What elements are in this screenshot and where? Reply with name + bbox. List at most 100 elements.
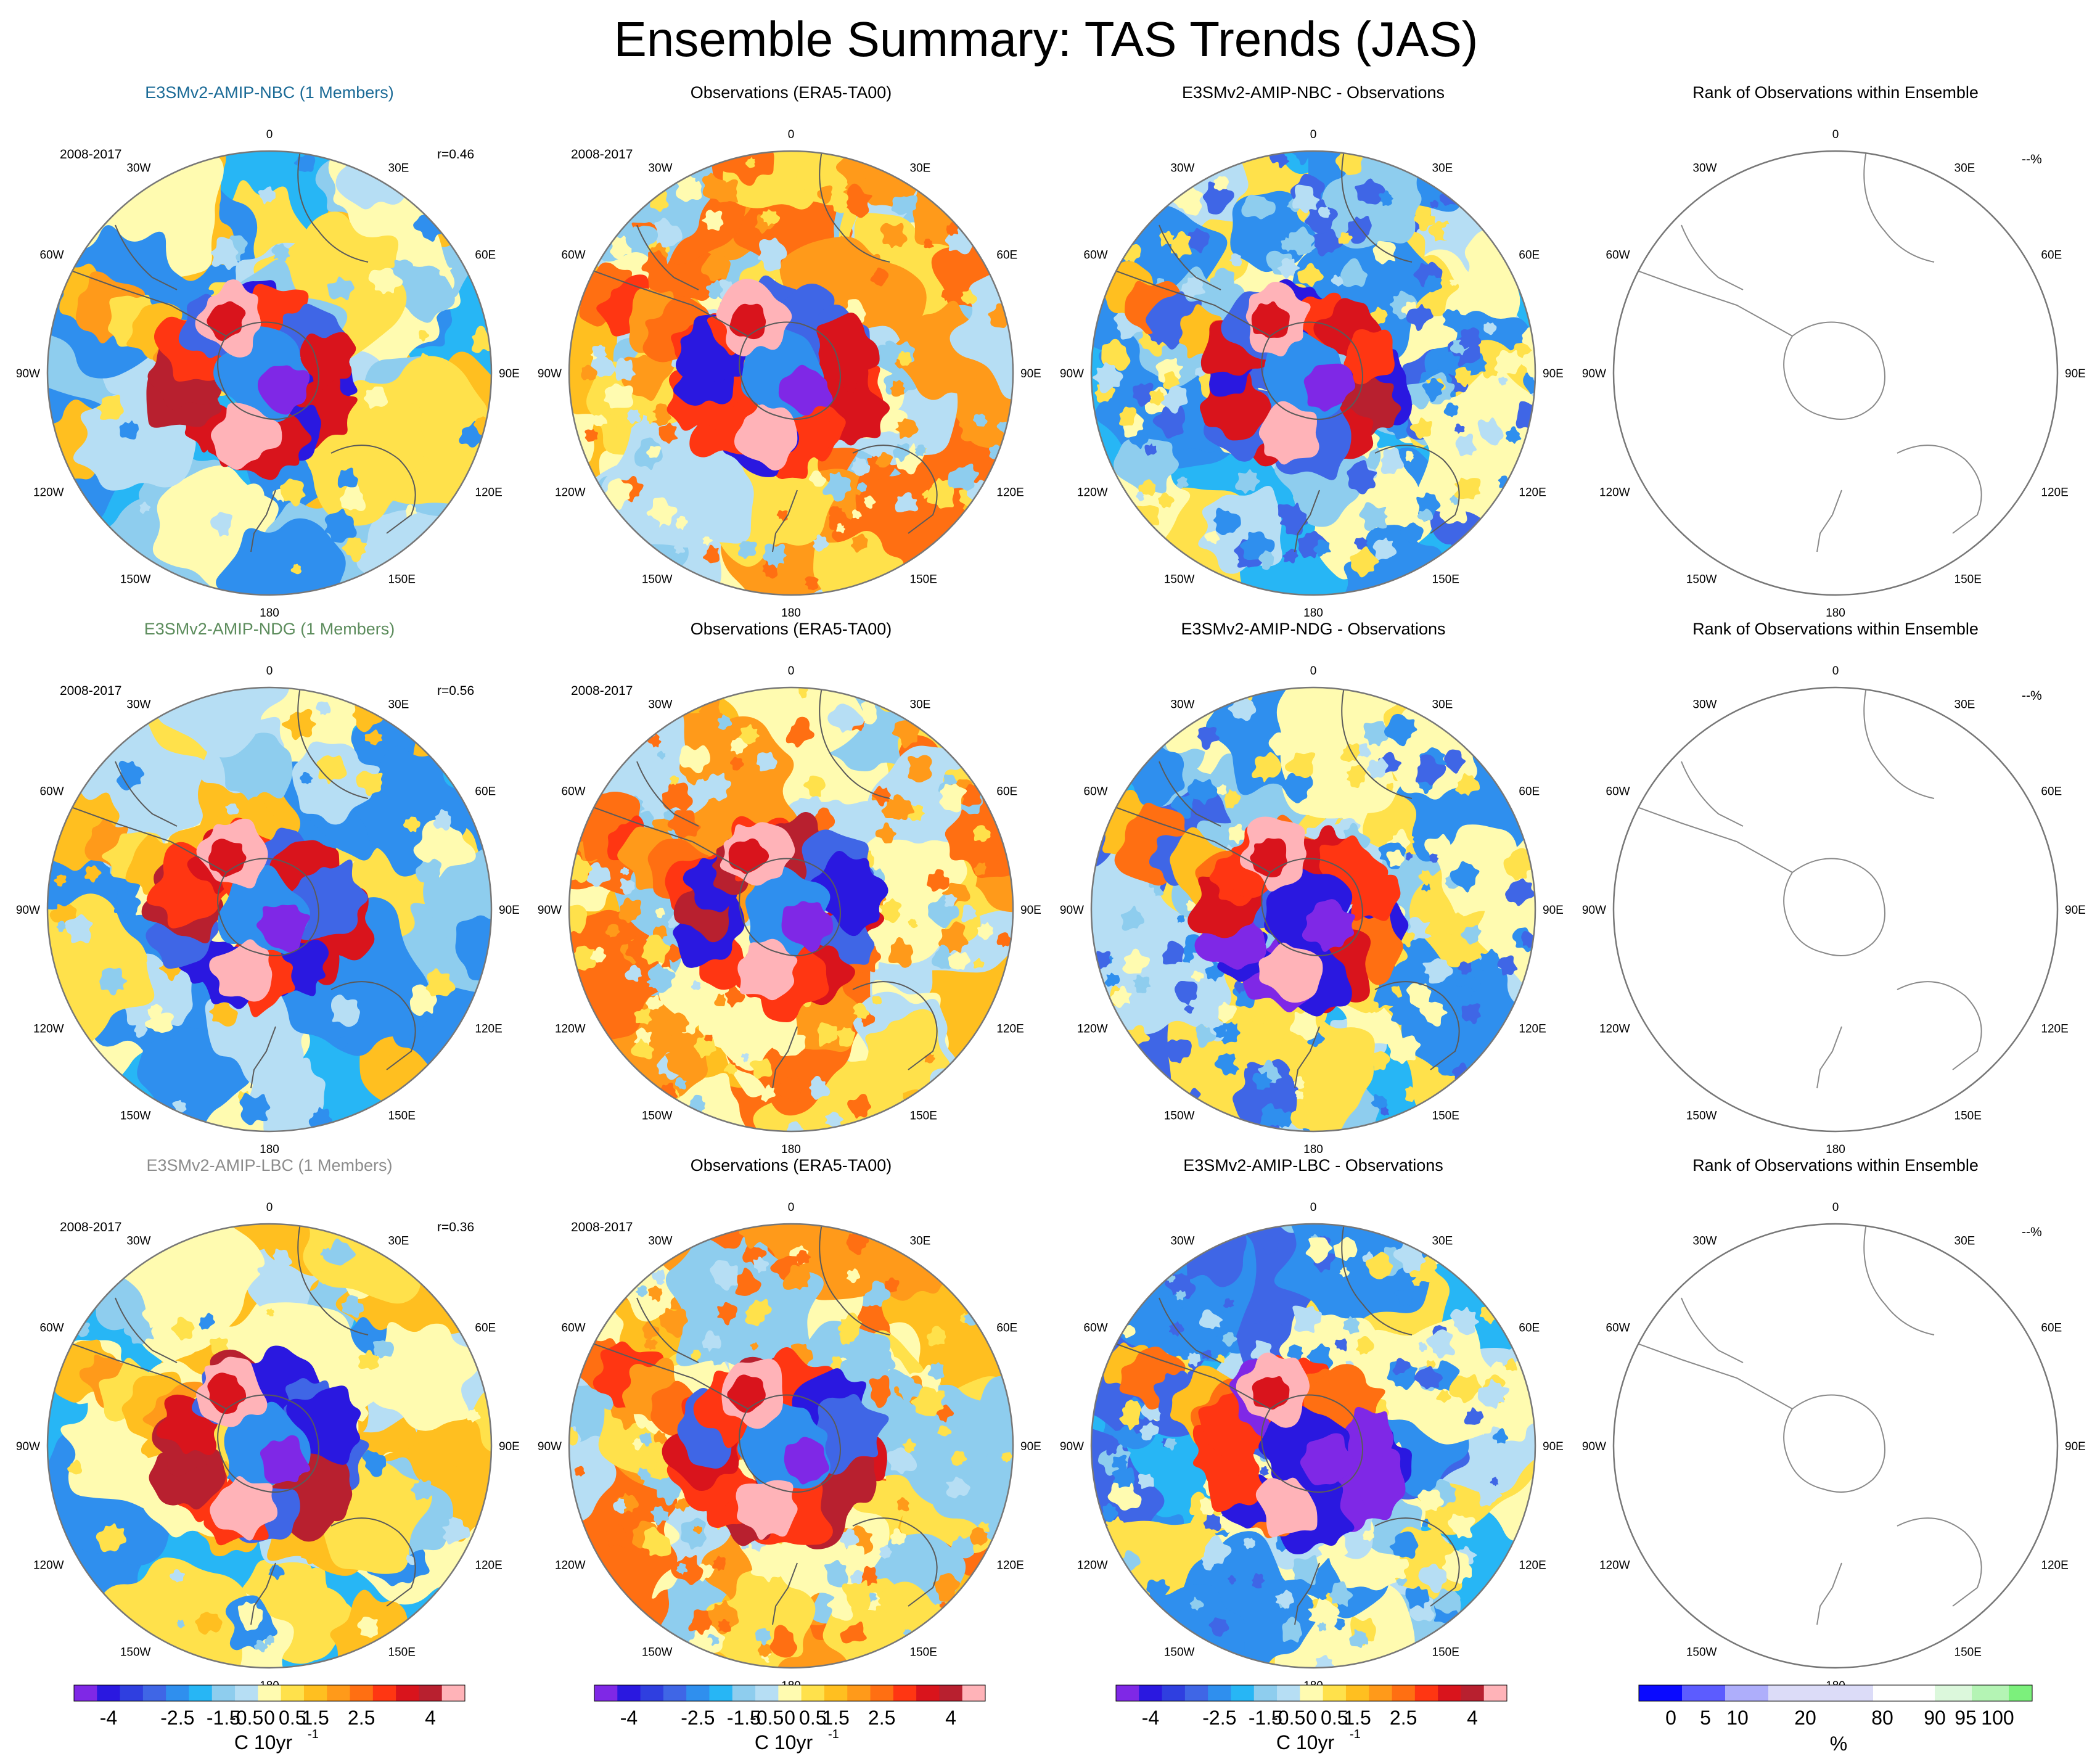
colorbar-rank: 0 5 10 20 80 90 95 100% (1638, 1684, 2033, 1755)
lon-label: 150W (120, 573, 151, 586)
lon-label: 30E (388, 162, 409, 175)
lon-label: 30E (1955, 699, 1975, 712)
lon-label: 150E (1432, 1646, 1459, 1659)
lon-label: 180 (781, 607, 801, 620)
lon-label: 0 (1832, 665, 1839, 678)
lon-label: 150E (1955, 573, 1982, 586)
lon-label: 0 (266, 128, 273, 141)
colorbar-tick-label: 2.5 (348, 1707, 375, 1729)
colorbar-swatch (1483, 1685, 1507, 1701)
colorbar-swatch (441, 1685, 466, 1701)
colorbar-swatch (824, 1685, 848, 1701)
colorbar-swatch (1438, 1685, 1461, 1701)
lon-label: 120W (1077, 1023, 1108, 1036)
lon-label: 60W (562, 786, 586, 798)
rank-unit: % (1830, 1733, 1847, 1755)
colorbar-tick-label: 1.5 (1343, 1707, 1371, 1729)
panel-title-obs: Observations (ERA5-TA00) (690, 83, 892, 102)
colorbar-swatch (939, 1685, 963, 1701)
colorbar-swatch (778, 1685, 802, 1701)
colorbar-swatch (235, 1685, 258, 1701)
lon-label: 90W (1060, 367, 1084, 380)
map-border (46, 150, 493, 596)
lon-label: 60E (996, 249, 1017, 262)
rank-tick-label: 5 (1700, 1707, 1711, 1729)
colorbar-swatch (142, 1685, 166, 1701)
rank-tick-label: 95 (1955, 1707, 1977, 1729)
lon-label: 90E (2065, 1440, 2086, 1453)
colorbar-tick-label: 0 (264, 1707, 275, 1729)
colorbar-tick-label: 4 (425, 1707, 436, 1729)
colorbar-swatch (686, 1685, 710, 1701)
colorbar-swatch (617, 1685, 641, 1701)
colorbar-swatch (1369, 1685, 1393, 1701)
lon-label: 0 (1310, 128, 1317, 141)
lon-label: 180 (260, 1143, 279, 1156)
lon-label: 30W (1170, 699, 1194, 712)
colorbar-swatch (847, 1685, 871, 1701)
lon-label: 30W (126, 699, 150, 712)
colorbar-tick-label: 4 (1467, 1707, 1478, 1729)
lon-label: 30W (126, 1235, 150, 1248)
lon-label: 150W (1164, 1109, 1195, 1122)
lon-label: 120W (1599, 1559, 1630, 1572)
lon-label: 120W (33, 1023, 64, 1036)
lon-label: 180 (781, 1143, 801, 1156)
lon-label: 60E (996, 1322, 1017, 1335)
lon-label: 0 (788, 128, 795, 141)
lon-label: 150E (910, 1646, 937, 1659)
lon-label: 150E (388, 573, 416, 586)
lon-label: 120W (33, 486, 64, 499)
lon-label: 150E (388, 1109, 416, 1122)
colorbar-unit-exponent: -1 (308, 1728, 319, 1741)
lon-label: 150W (1686, 1646, 1717, 1659)
colorbar-swatch (120, 1685, 144, 1701)
rank-tick-label: 20 (1794, 1707, 1816, 1729)
map-border (1090, 686, 1536, 1133)
lon-label: 120E (1519, 486, 1546, 499)
colorbar-tick-label: 0.5 (799, 1707, 826, 1729)
panel-title-obs: Observations (ERA5-TA00) (690, 1156, 892, 1175)
colorbar-swatch (1414, 1685, 1438, 1701)
lon-label: 90E (499, 367, 520, 380)
panel-title-model: E3SMv2-AMIP-NDG (1 Members) (144, 620, 395, 638)
period-label: 2008-2017 (60, 1220, 121, 1234)
lon-label: 90W (16, 1440, 40, 1453)
colorbar-unit-exponent: -1 (828, 1728, 839, 1741)
panel-title-model: E3SMv2-AMIP-NBC (1 Members) (145, 83, 394, 102)
colorbar-model: -4 -2.5 -1.5-0.5 0 0.51.5 2.5 4 C 10yr -1 (73, 1684, 466, 1754)
lon-label: 90W (1060, 904, 1084, 917)
period-label: 2008-2017 (571, 684, 633, 698)
lon-label: 90W (538, 904, 562, 917)
colorbar-swatch (1323, 1685, 1347, 1701)
lon-label: 120E (2041, 1023, 2068, 1036)
coastline (1614, 687, 1982, 1089)
lon-label: 150W (642, 1646, 673, 1659)
correlation-label: r=0.56 (437, 684, 474, 698)
coastline (569, 687, 938, 1089)
lon-label: 60E (2041, 1322, 2062, 1335)
polar-map-r1c3: 0 30E 60E 90E 120E 150E 180 150W 120W 90W 60W 30W (1582, 665, 2086, 1156)
colorbar-swatch (258, 1685, 282, 1701)
panel-title-diff: E3SMv2-AMIP-NBC - Observations (1181, 83, 1445, 102)
coastline (1614, 151, 1982, 552)
lon-label: 150W (642, 1109, 673, 1122)
lon-label: 90W (538, 1440, 562, 1453)
lon-label: 90W (538, 367, 562, 380)
lon-label: 60W (562, 1322, 586, 1335)
lon-label: 90W (16, 904, 40, 917)
lon-label: 30W (648, 1235, 672, 1248)
lon-label: 30E (910, 162, 931, 175)
colorbar-tick-label: -0.5 (750, 1707, 784, 1729)
map-border (46, 1223, 493, 1669)
colorbar-swatch (1392, 1685, 1416, 1701)
colorbar-tick-label: -1.5 (1249, 1707, 1282, 1729)
colorbar-swatch (755, 1685, 779, 1701)
trend-field (1091, 1224, 1535, 1668)
map-border (1090, 1223, 1536, 1669)
colorbar-swatch (732, 1685, 756, 1701)
lon-label: 120E (475, 486, 502, 499)
lon-label: 60W (40, 249, 64, 262)
rank-percent-label: --% (2022, 689, 2042, 703)
colorbar-tick-label: -4 (100, 1707, 117, 1729)
